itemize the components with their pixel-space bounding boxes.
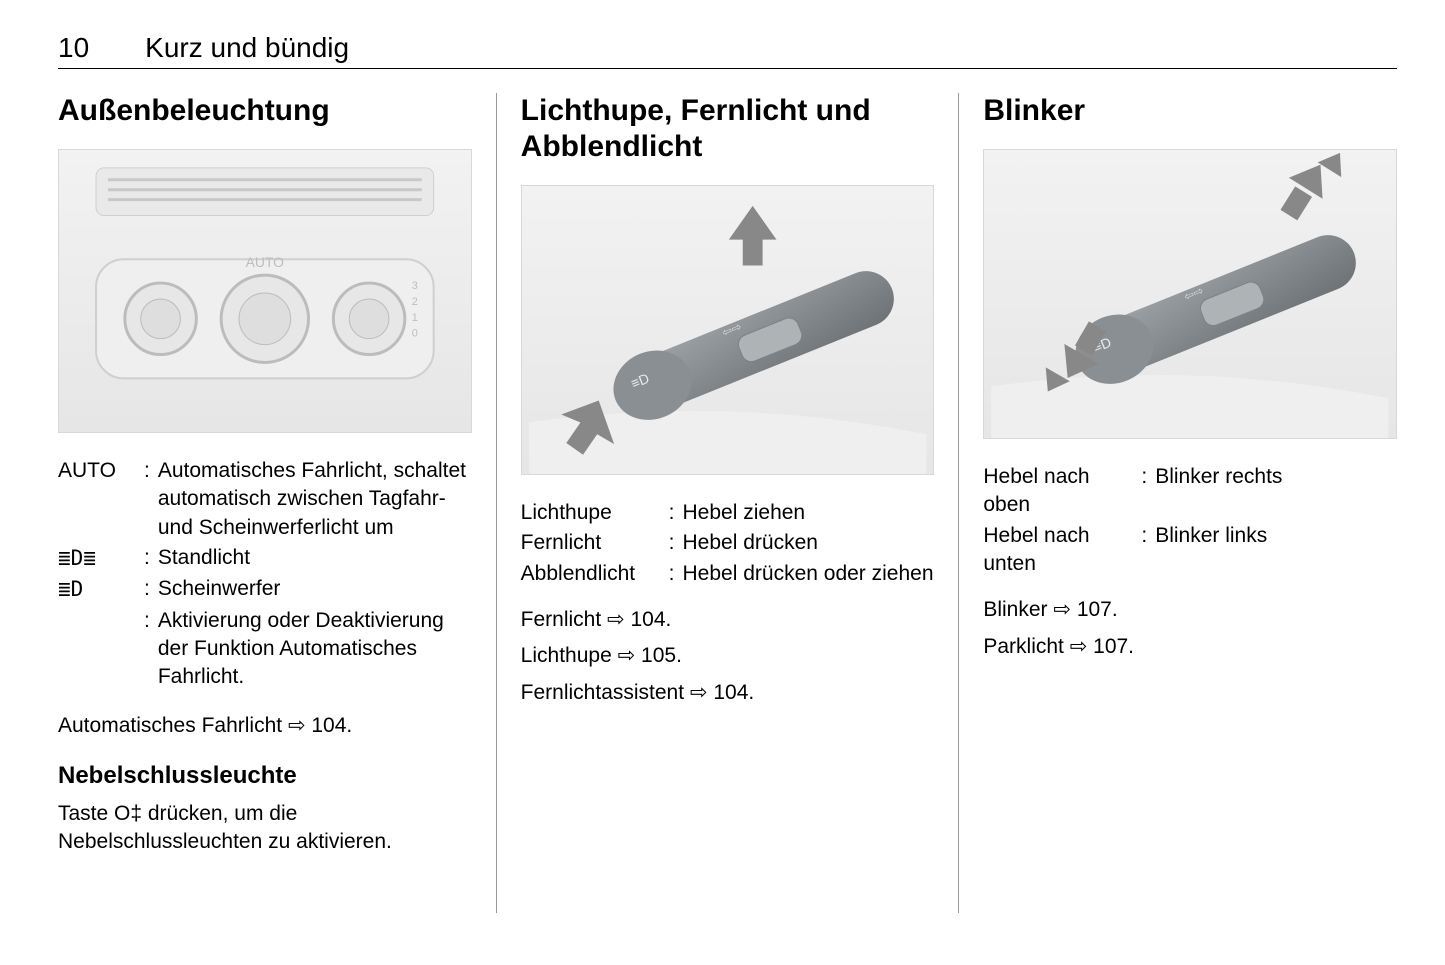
- cross-reference: Parklicht ⇨ 107.: [983, 633, 1397, 661]
- definition-description: Automatisches Fahrlicht, schaltet automa…: [158, 457, 472, 542]
- definition-colon: :: [1133, 522, 1155, 579]
- definition-term: Abblendlicht: [521, 560, 661, 588]
- ref-page: 104.: [630, 608, 671, 631]
- section-heading: Außenbeleuchtung: [58, 93, 472, 129]
- definition-row: Hebel nach unten:Blinker links: [983, 522, 1397, 579]
- definition-term: Hebel nach oben: [983, 463, 1133, 520]
- cross-reference: Automatisches Fahrlicht ⇨ 104.: [58, 712, 472, 740]
- definition-list: Hebel nach oben:Blinker rechtsHebel nach…: [983, 463, 1397, 578]
- light-switch-illustration: AUTO 3 2 1 0: [59, 150, 471, 432]
- svg-text:0: 0: [412, 328, 418, 340]
- column-1: Außenbeleuchtung AUTO: [58, 93, 496, 913]
- xref-arrow-icon: ⇨: [288, 714, 311, 737]
- cross-reference: Blinker ⇨ 107.: [983, 596, 1397, 624]
- definition-colon: :: [661, 529, 683, 557]
- xref-arrow-icon: ⇨: [690, 681, 713, 704]
- cross-reference: Fernlichtassistent ⇨ 104.: [521, 679, 935, 707]
- definition-list: Lichthupe:Hebel ziehenFernlicht:Hebel dr…: [521, 499, 935, 588]
- rear-fog-icon: O‡: [114, 802, 142, 825]
- ref-text: Automatisches Fahrlicht: [58, 714, 288, 737]
- xref-arrow-icon: ⇨: [1053, 598, 1076, 621]
- definition-colon: :: [136, 457, 158, 542]
- column-2: Lichthupe, Fernlicht und Abblendlicht ≡D: [497, 93, 959, 913]
- svg-text:AUTO: AUTO: [246, 254, 285, 270]
- section-heading: Lichthupe, Fernlicht und Abblendlicht: [521, 93, 935, 165]
- ref-text: Fernlicht: [521, 608, 607, 631]
- ref-page: 107.: [1077, 598, 1118, 621]
- definition-term: ≣D≣: [58, 544, 136, 573]
- lever-illustration-blinker: ≡D ⇦⇨: [984, 150, 1396, 438]
- definition-description: Standlicht: [158, 544, 472, 573]
- ref-text: Parklicht: [983, 635, 1069, 658]
- ref-page: 107.: [1093, 635, 1134, 658]
- three-column-layout: Außenbeleuchtung AUTO: [58, 93, 1397, 913]
- column-3: Blinker ≡D ⇦⇨: [959, 93, 1397, 913]
- definition-row: :Aktivierung oder Deaktivierung der Funk…: [58, 607, 472, 692]
- definition-row: AUTO:Automatisches Fahrlicht, schaltet a…: [58, 457, 472, 542]
- definition-description: Blinker links: [1155, 522, 1397, 579]
- definition-colon: :: [136, 607, 158, 692]
- figure-turn-signal-lever: ≡D ⇦⇨: [983, 149, 1397, 439]
- ref-page: 104.: [713, 681, 754, 704]
- text-fragment: Taste: [58, 802, 114, 825]
- svg-text:1: 1: [412, 312, 418, 324]
- definition-term: AUTO: [58, 457, 136, 542]
- definition-term: [58, 607, 136, 692]
- definition-term: Lichthupe: [521, 499, 661, 527]
- definition-colon: :: [661, 499, 683, 527]
- definition-row: Hebel nach oben:Blinker rechts: [983, 463, 1397, 520]
- cross-reference-list: Fernlicht ⇨ 104. Lichthupe ⇨ 105. Fernlich…: [521, 606, 935, 707]
- definition-description: Blinker rechts: [1155, 463, 1397, 520]
- section-heading: Blinker: [983, 93, 1397, 129]
- definition-row: ≣D≣:Standlicht: [58, 544, 472, 573]
- definition-row: Abblendlicht:Hebel drücken oder ziehen: [521, 560, 935, 588]
- definition-row: Fernlicht:Hebel drücken: [521, 529, 935, 557]
- ref-page: 104.: [311, 714, 352, 737]
- definition-row: ≣D:Scheinwerfer: [58, 575, 472, 604]
- definition-description: Scheinwerfer: [158, 575, 472, 604]
- definition-colon: :: [136, 575, 158, 604]
- xref-arrow-icon: ⇨: [607, 608, 630, 631]
- definition-row: Lichthupe:Hebel ziehen: [521, 499, 935, 527]
- definition-list: AUTO:Automatisches Fahrlicht, schaltet a…: [58, 457, 472, 692]
- cross-reference: Fernlicht ⇨ 104.: [521, 606, 935, 634]
- sidelights-icon: ≣D≣: [58, 546, 96, 570]
- chapter-title: Kurz und bündig: [145, 32, 349, 64]
- cross-reference-list: Blinker ⇨ 107.Parklicht ⇨ 107.: [983, 596, 1397, 661]
- cross-reference: Lichthupe ⇨ 105.: [521, 642, 935, 670]
- definition-colon: :: [1133, 463, 1155, 520]
- definition-term: Fernlicht: [521, 529, 661, 557]
- definition-term: Hebel nach unten: [983, 522, 1133, 579]
- definition-colon: :: [661, 560, 683, 588]
- ref-text: Blinker: [983, 598, 1053, 621]
- definition-description: Hebel ziehen: [683, 499, 935, 527]
- ref-page: 105.: [641, 644, 682, 667]
- ref-text: Lichthupe: [521, 644, 618, 667]
- low-beam-icon: ≣D: [58, 577, 83, 601]
- figure-high-beam-lever: ≡D ⇦⇨: [521, 185, 935, 475]
- xref-arrow-icon: ⇨: [618, 644, 641, 667]
- subsection-heading: Nebelschlussleuchte: [58, 762, 472, 790]
- body-text: Taste O‡ drücken, um die Nebelschlussleu…: [58, 800, 472, 857]
- lever-illustration-highbeam: ≡D ⇦⇨: [522, 186, 934, 474]
- page-number: 10: [58, 32, 89, 64]
- definition-description: Aktivierung oder Deaktivierung der Funkt…: [158, 607, 472, 692]
- xref-arrow-icon: ⇨: [1070, 635, 1093, 658]
- definition-colon: :: [136, 544, 158, 573]
- svg-text:3: 3: [412, 280, 418, 292]
- definition-description: Hebel drücken oder ziehen: [683, 560, 935, 588]
- page-header: 10 Kurz und bündig: [58, 32, 1397, 69]
- ref-text: Fernlichtassistent: [521, 681, 690, 704]
- definition-description: Hebel drücken: [683, 529, 935, 557]
- svg-text:2: 2: [412, 296, 418, 308]
- definition-term: ≣D: [58, 575, 136, 604]
- figure-light-switch-panel: AUTO 3 2 1 0: [58, 149, 472, 433]
